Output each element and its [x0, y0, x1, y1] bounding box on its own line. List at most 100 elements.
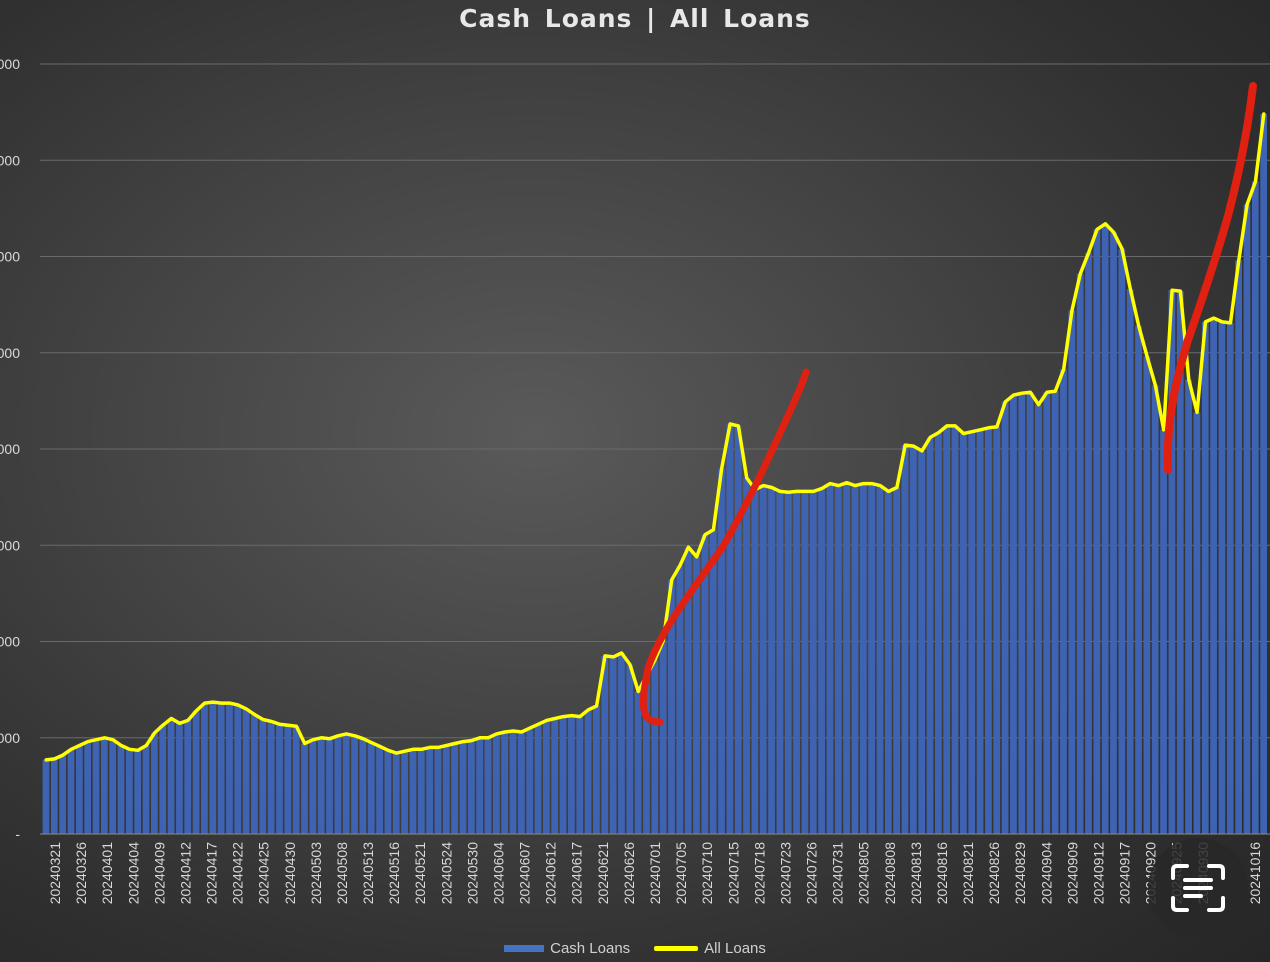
bar-cash-loans: [534, 724, 542, 834]
bar-cash-loans: [934, 432, 942, 834]
bar-cash-loans: [709, 529, 717, 834]
bar-cash-loans: [526, 728, 534, 834]
bar-cash-loans: [759, 485, 767, 834]
x-tick-label: 20240321: [47, 842, 63, 905]
x-tick-label: 20240626: [621, 842, 637, 905]
bar-cash-loans: [960, 433, 967, 834]
bar-cash-loans: [851, 485, 859, 834]
bar-cash-loans: [726, 423, 734, 834]
bar-cash-loans: [1043, 392, 1051, 834]
bar-cash-loans: [267, 721, 275, 834]
bar-cash-loans: [126, 749, 133, 834]
bar-cash-loans: [1243, 204, 1251, 834]
bar-cash-loans: [826, 483, 834, 834]
x-axis-ticks: 20240321 20240326 20240401 20240404 20240409…: [47, 842, 1263, 905]
scan-text-icon: [1171, 864, 1225, 912]
bar-cash-loans: [276, 724, 283, 834]
bar-cash-loans: [651, 659, 659, 834]
x-tick-label: 20240808: [882, 842, 898, 905]
bar-cash-loans: [893, 487, 901, 834]
bar-cash-loans: [901, 445, 909, 834]
y-tick-label: 000: [0, 56, 20, 72]
bar-cash-loans: [793, 491, 800, 834]
bar-cash-loans: [459, 741, 467, 834]
x-tick-label: 20240723: [777, 842, 793, 905]
x-tick-label: 20240404: [125, 842, 141, 905]
bar-cash-loans: [693, 556, 700, 834]
bar-cash-loans: [1076, 273, 1084, 834]
bar-cash-loans: [868, 483, 876, 834]
bar-cash-loans: [809, 491, 817, 834]
x-tick-label: 20240521: [412, 842, 428, 905]
x-tick-label: 20240705: [673, 842, 689, 905]
bar-cash-loans: [401, 751, 408, 834]
bar-cash-loans: [559, 716, 567, 834]
bar-cash-loans: [1068, 310, 1076, 834]
bar-cash-loans: [1176, 291, 1184, 834]
bar-cash-loans: [192, 710, 200, 834]
bar-cash-loans: [943, 425, 951, 834]
x-tick-label: 20240805: [856, 842, 872, 905]
bar-cash-loans: [1185, 379, 1192, 834]
bar-cash-loans: [334, 735, 342, 834]
bar-cash-loans: [1101, 223, 1109, 834]
bar-cash-loans: [1110, 232, 1117, 834]
x-tick-label: 20240401: [99, 842, 115, 905]
bar-cash-loans: [409, 749, 417, 834]
bar-cash-loans: [309, 739, 317, 834]
bar-cash-loans: [593, 705, 600, 834]
x-tick-label: 20240710: [699, 842, 715, 905]
bar-cash-loans: [1201, 321, 1209, 834]
x-tick-label: 20240604: [491, 842, 507, 905]
bar-cash-loans: [176, 723, 183, 834]
x-tick-label: 20240412: [178, 842, 194, 905]
bar-cash-loans: [1001, 401, 1009, 834]
bar-cash-loans: [684, 547, 692, 834]
annotation-stroke-1: [639, 368, 810, 726]
bar-cash-loans: [859, 483, 867, 834]
bar-cash-loans: [618, 653, 625, 834]
bar-cash-loans: [1218, 321, 1226, 834]
bar-cash-loans: [993, 426, 1001, 834]
y-tick-label: 000: [0, 249, 20, 265]
bar-cash-loans: [75, 745, 83, 834]
bar-cash-loans: [1051, 391, 1059, 834]
cash-loans-bars: [42, 114, 1267, 835]
x-tick-label: 20240826: [986, 842, 1002, 905]
bar-cash-loans: [467, 740, 475, 834]
bar-cash-loans: [1193, 412, 1201, 834]
bar-cash-loans: [551, 718, 559, 834]
bar-cash-loans: [476, 737, 484, 834]
y-tick-label: 000: [0, 537, 20, 553]
bar-cash-loans: [451, 743, 459, 834]
bar-cash-loans: [42, 759, 50, 834]
bar-cash-loans: [392, 753, 400, 834]
x-tick-label: 20240701: [647, 842, 663, 905]
bar-cash-loans: [251, 714, 258, 834]
x-tick-label: 20240715: [725, 842, 741, 905]
x-tick-label: 20240513: [360, 842, 376, 905]
bar-cash-loans: [1210, 318, 1217, 835]
x-tick-label: 20240912: [1090, 842, 1106, 905]
bar-cash-loans: [609, 656, 617, 834]
bar-cash-loans: [1126, 289, 1134, 835]
bar-cash-loans: [626, 664, 634, 834]
scan-text-button[interactable]: [1148, 838, 1248, 938]
bar-cash-loans: [584, 709, 592, 834]
bar-cash-loans: [751, 489, 759, 834]
bar-cash-loans: [834, 485, 842, 834]
x-tick-label: 20240326: [73, 842, 89, 905]
x-tick-label: 20240422: [230, 842, 246, 905]
bar-cash-loans: [434, 747, 442, 834]
bar-cash-loans: [501, 731, 509, 834]
bar-cash-loans: [426, 747, 433, 834]
bar-cash-loans: [417, 749, 425, 834]
bar-cash-loans: [568, 715, 575, 834]
bar-cash-loans: [643, 675, 650, 834]
bar-cash-loans: [1085, 252, 1092, 834]
bar-cash-loans: [976, 429, 984, 834]
x-tick-label: 20240718: [751, 842, 767, 905]
bar-cash-loans: [442, 745, 450, 834]
bar-cash-loans: [151, 732, 158, 834]
